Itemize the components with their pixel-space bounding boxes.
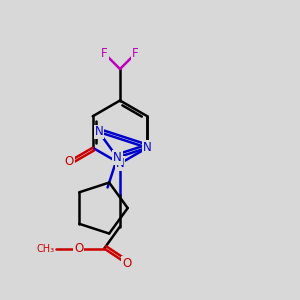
Text: O: O xyxy=(65,155,74,168)
Text: N: N xyxy=(116,157,124,170)
Text: CH₃: CH₃ xyxy=(37,244,55,254)
Text: F: F xyxy=(132,47,139,60)
Text: F: F xyxy=(101,47,108,60)
Text: O: O xyxy=(122,257,131,270)
Text: O: O xyxy=(74,242,83,255)
Text: N: N xyxy=(143,141,152,154)
Text: N: N xyxy=(113,151,122,164)
Text: N: N xyxy=(94,125,103,139)
